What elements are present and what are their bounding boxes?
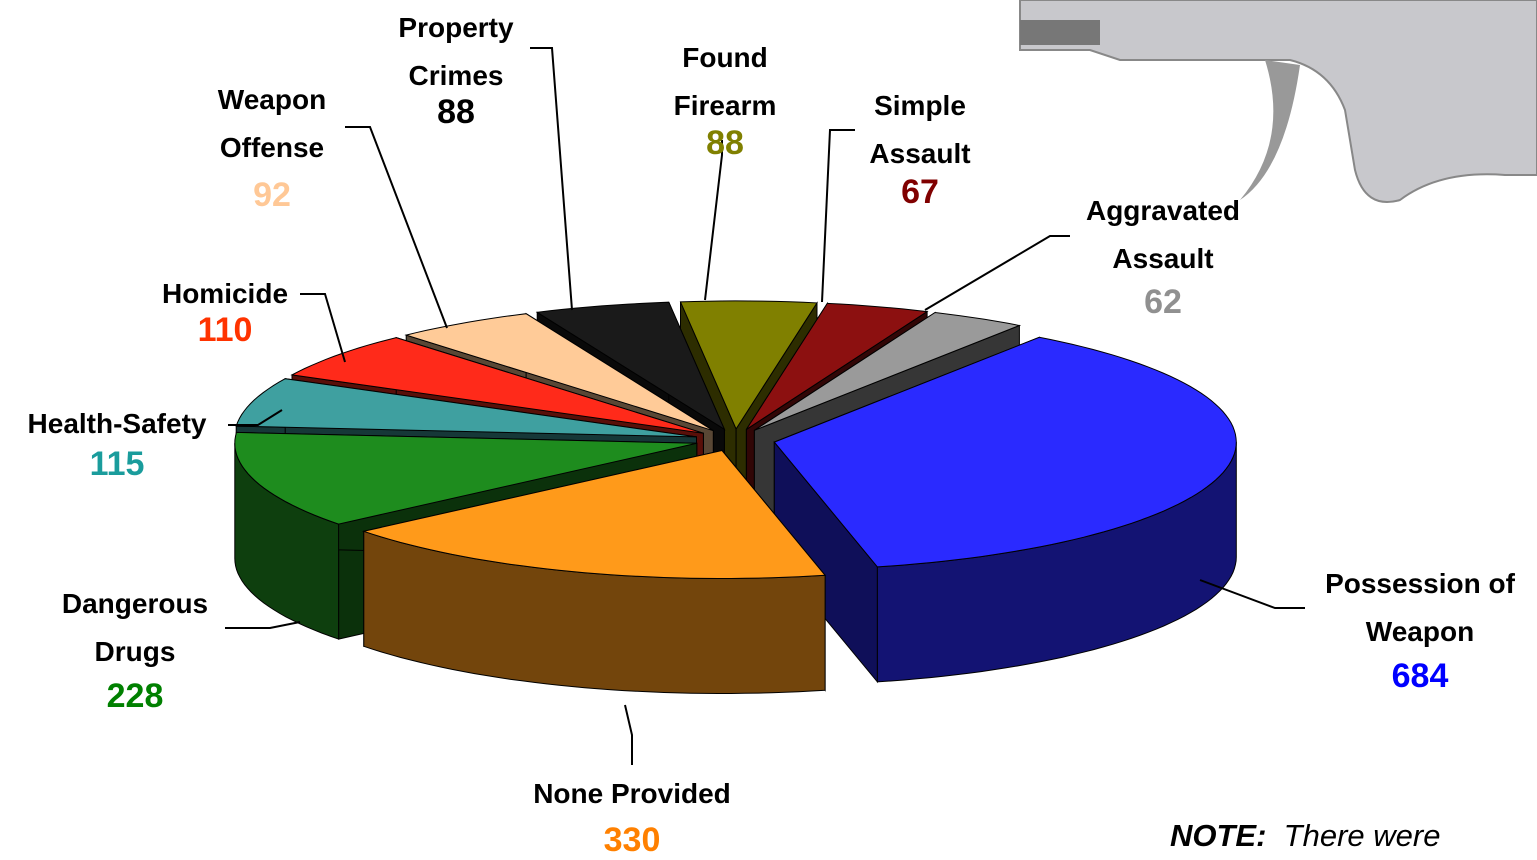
value-label: 228 (106, 677, 164, 715)
slice-top (234, 431, 697, 525)
value-label: 330 (603, 821, 661, 859)
slice-label: Homicide (161, 278, 289, 309)
slice-top (679, 300, 818, 430)
note: NOTE: There were (1170, 818, 1440, 854)
slice-label: Property Crimes (398, 12, 514, 91)
note-text: There were (1283, 818, 1441, 853)
slice-label: Health-Safety (27, 408, 207, 439)
slice-top (404, 313, 714, 432)
value-label: 92 (253, 176, 291, 214)
leader-line (530, 47, 573, 311)
slice-top (745, 302, 929, 430)
slice-top (773, 336, 1237, 568)
leader-lines (225, 47, 1305, 765)
value-label: 88 (706, 124, 744, 162)
leader-line (821, 129, 855, 303)
slice (773, 336, 1237, 684)
leader-line (924, 235, 1070, 311)
leader-line (225, 621, 301, 629)
slice-label: Found Firearm (673, 42, 777, 121)
pie (234, 300, 1237, 694)
value-label: 62 (1144, 283, 1182, 321)
slice-top (754, 311, 1022, 431)
slice-label: Simple Assault (869, 90, 971, 169)
value-label: 110 (197, 311, 253, 349)
slice-label: Possession of Weapon (1325, 568, 1515, 647)
note-label: NOTE: (1170, 818, 1267, 853)
leader-line (228, 409, 283, 426)
leader-line (1199, 579, 1305, 609)
leader-line (624, 704, 633, 765)
value-label: 88 (437, 93, 475, 131)
slice-top (235, 378, 697, 438)
slice-top (535, 301, 726, 431)
value-label: 115 (89, 445, 145, 483)
slice-label: Weapon Offense (217, 84, 327, 163)
leader-line (704, 140, 723, 301)
leader-line (345, 126, 448, 329)
slice-top (361, 449, 827, 579)
slice-label: Dangerous Drugs (61, 588, 209, 667)
value-label: 684 (1391, 657, 1449, 695)
slice (361, 449, 827, 694)
value-label: 67 (901, 173, 939, 211)
slice-top (290, 337, 704, 434)
slice-label: None Provided (533, 778, 731, 809)
slice-label: Aggravated Assault (1085, 195, 1241, 274)
leader-line (300, 293, 346, 363)
gun-picture (1019, 0, 1537, 203)
